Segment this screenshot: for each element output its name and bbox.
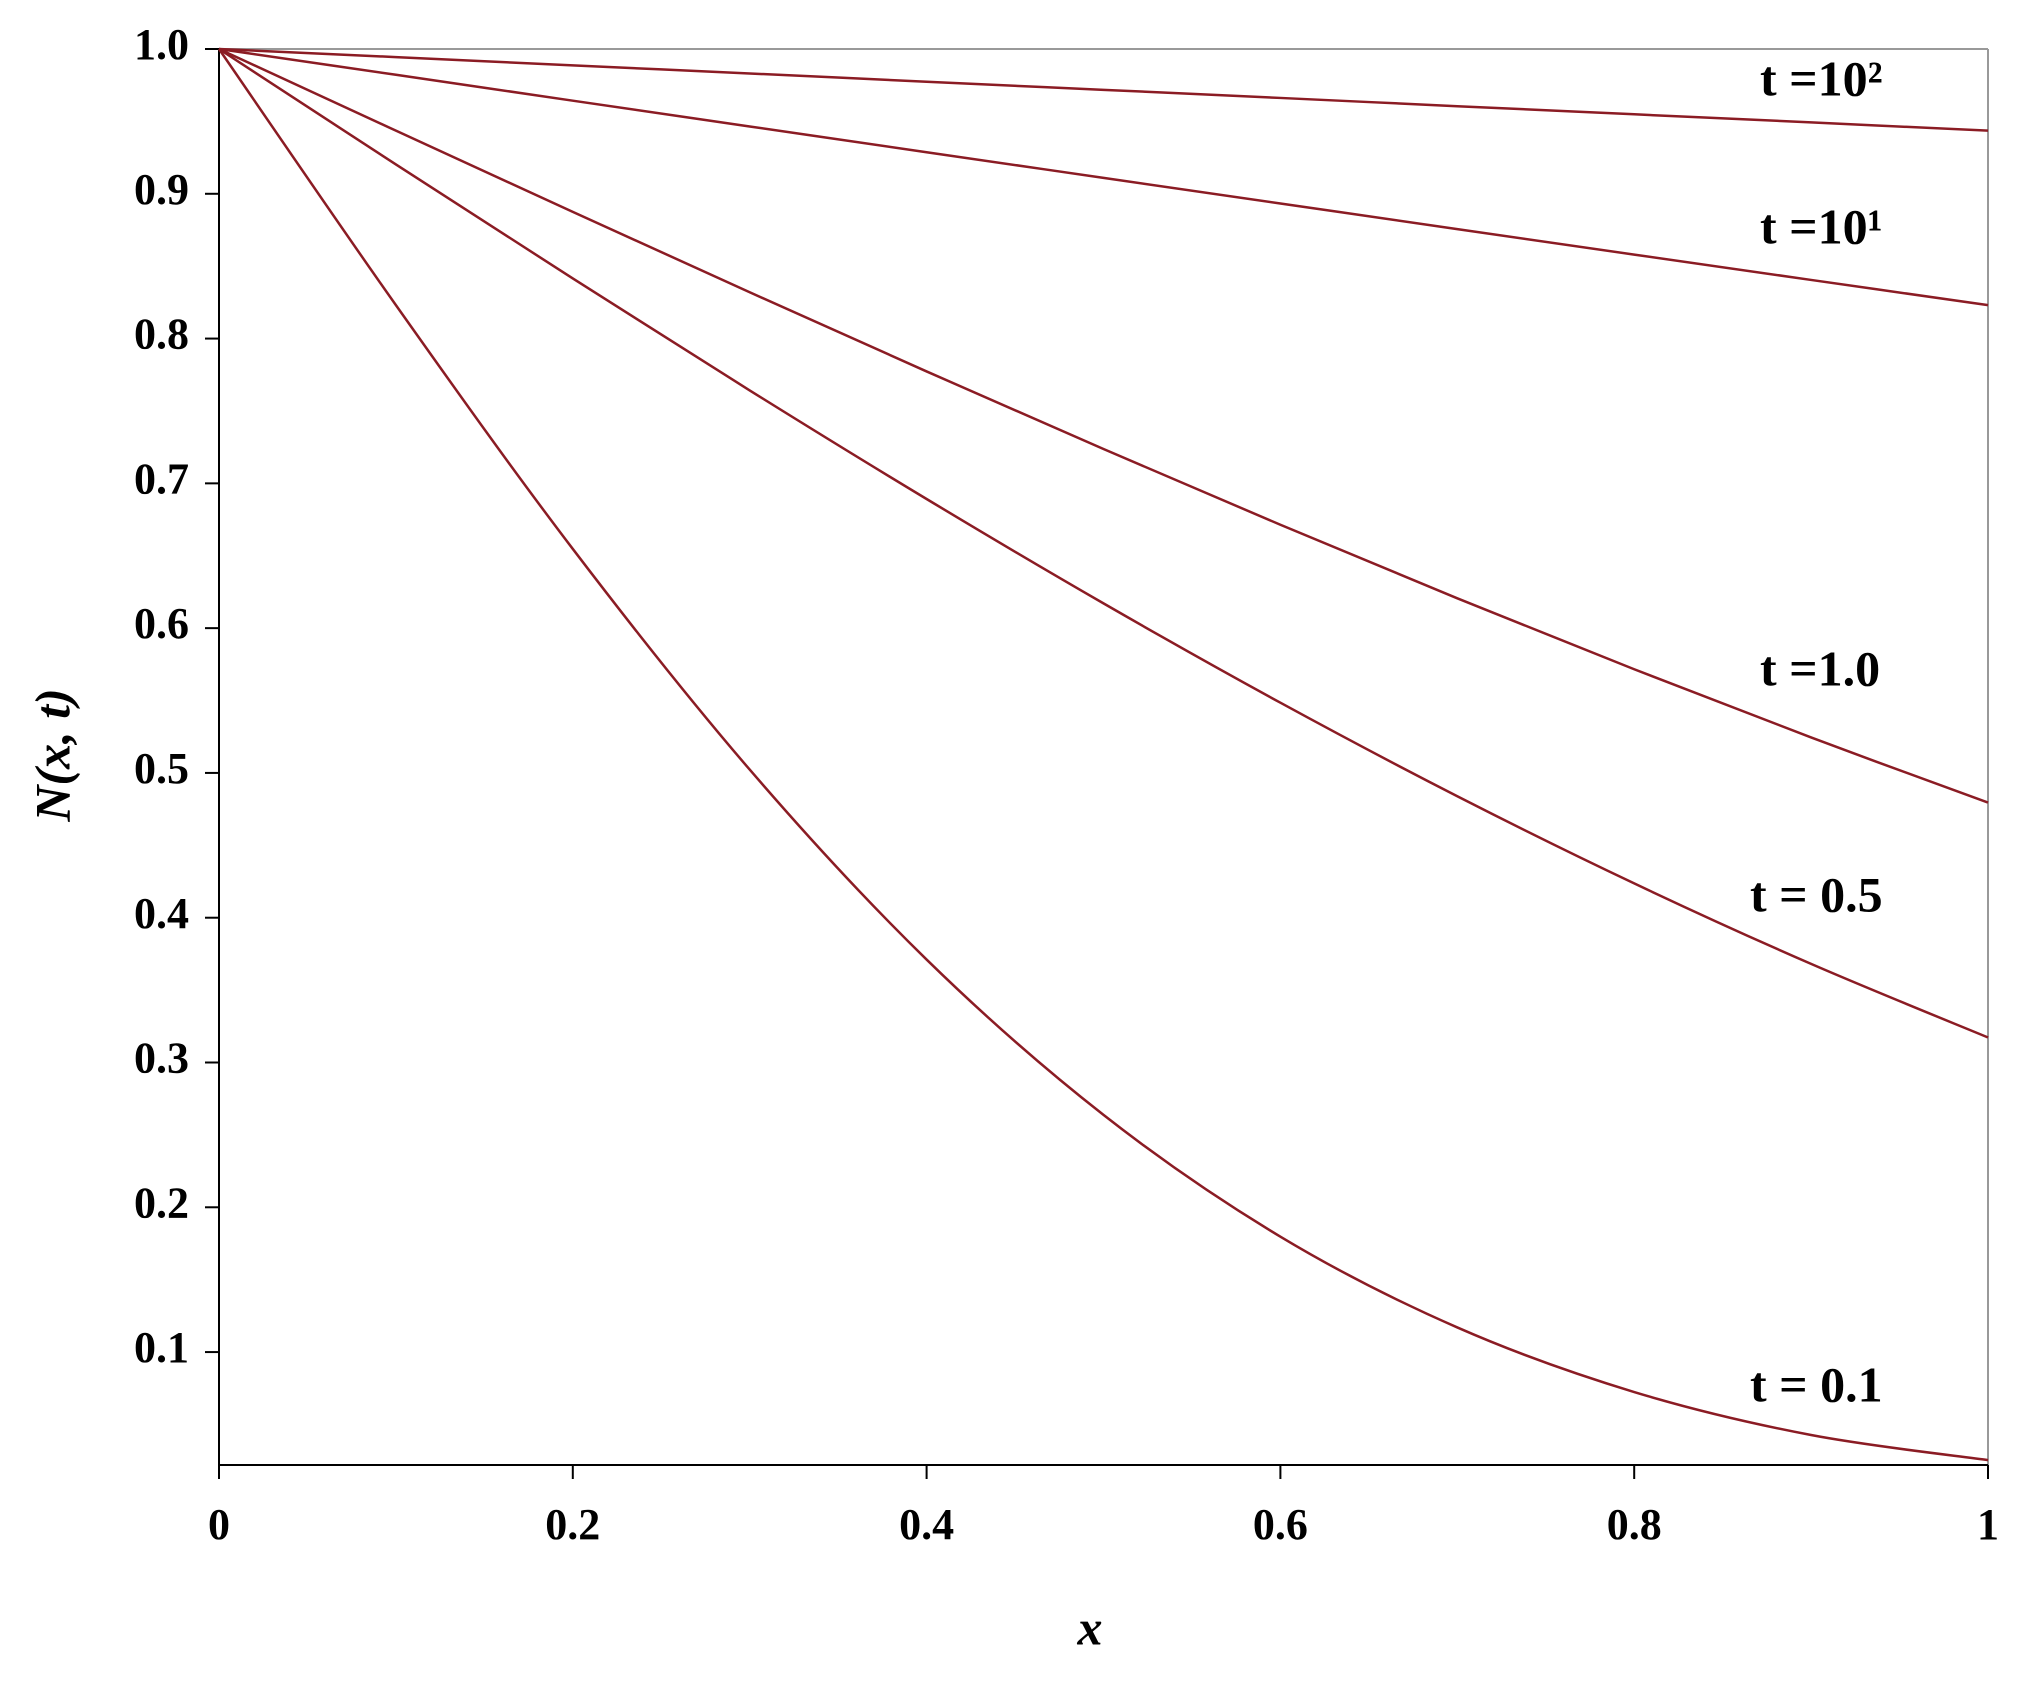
y-tick-label: 0.3 <box>134 1034 189 1083</box>
series-label: t =10² <box>1760 50 1883 106</box>
y-axis-label: N(x, t) <box>24 688 80 822</box>
y-tick-label: 0.2 <box>134 1178 189 1227</box>
series-label: t = 0.5 <box>1750 866 1883 922</box>
series-label: t = 0.1 <box>1750 1356 1883 1412</box>
line <box>218 47 1989 804</box>
y-tick-label: 1.0 <box>134 20 189 69</box>
y-tick-label: 0.7 <box>134 454 189 503</box>
x-tick-label: 0.6 <box>1253 1500 1308 1549</box>
y-tick-label: 0.5 <box>134 744 189 793</box>
series-label: t =10¹ <box>1760 198 1883 254</box>
line <box>217 48 1989 1462</box>
line <box>218 47 1989 132</box>
x-axis-label: x <box>1077 1599 1103 1655</box>
x-tick-label: 1 <box>1977 1500 1999 1549</box>
x-tick-label: 0.4 <box>899 1500 954 1549</box>
line <box>218 47 1989 307</box>
series-label: t =1.0 <box>1760 640 1880 696</box>
y-tick-label: 0.6 <box>134 599 189 648</box>
y-tick-label: 0.8 <box>134 310 189 359</box>
y-tick-label: 0.4 <box>134 889 189 938</box>
line <box>218 47 1989 1039</box>
y-tick-label: 0.1 <box>134 1323 189 1372</box>
x-tick-label: 0.2 <box>545 1500 600 1549</box>
x-tick-label: 0 <box>208 1500 230 1549</box>
x-tick-label: 0.8 <box>1607 1500 1662 1549</box>
y-tick-label: 0.9 <box>134 165 189 214</box>
